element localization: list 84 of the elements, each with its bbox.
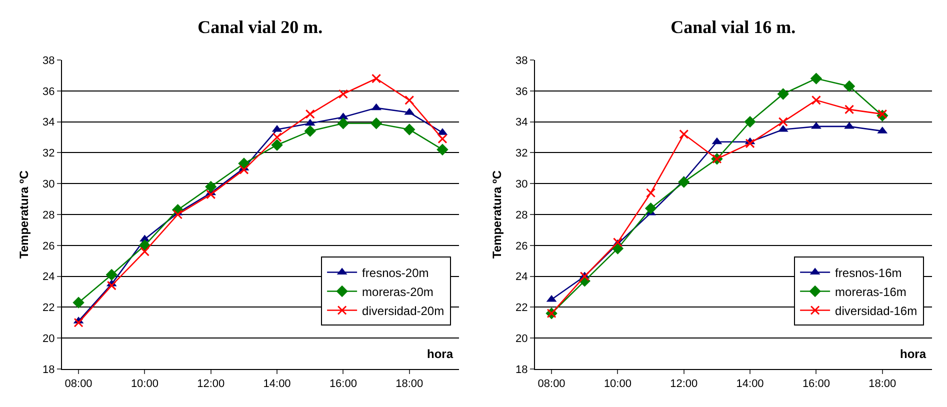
x-tick-label: 10:00 <box>130 378 158 390</box>
point <box>338 89 348 99</box>
y-tick-label: 32 <box>516 148 528 160</box>
point <box>844 122 854 129</box>
y-tick-label: 36 <box>516 86 528 98</box>
chart-title: Canal vial 16 m. <box>670 16 796 37</box>
point <box>371 103 382 110</box>
point <box>404 95 414 105</box>
point <box>678 176 690 188</box>
chart-title: Canal vial 20 m. <box>198 16 323 37</box>
legend-label: diversidad-20m <box>362 304 444 318</box>
point <box>778 117 788 127</box>
y-tick-label: 32 <box>42 148 55 160</box>
point <box>106 268 118 281</box>
legend-label: moreras-16m <box>835 284 906 299</box>
x-tick-label: 14:00 <box>736 378 764 390</box>
x-tick-label: 12:00 <box>197 378 225 390</box>
point <box>271 139 283 151</box>
x-tick-label: 16:00 <box>802 378 830 390</box>
x-tick-label: 08:00 <box>64 378 92 390</box>
x-tick-label: 10:00 <box>604 378 632 390</box>
x-tick-label: 18:00 <box>396 378 424 390</box>
y-axis-title: Temperatura ºC <box>490 170 504 259</box>
point <box>744 116 756 128</box>
y-tick-label: 18 <box>516 364 528 376</box>
y-tick-label: 24 <box>42 271 55 284</box>
legend-label: moreras-20m <box>362 284 434 299</box>
point <box>337 118 350 130</box>
point <box>72 296 84 308</box>
point <box>679 129 689 139</box>
y-tick-label: 22 <box>516 302 528 314</box>
y-tick-label: 28 <box>42 209 55 222</box>
point <box>305 109 315 119</box>
x-tick-label: 14:00 <box>263 378 291 390</box>
y-tick-label: 24 <box>516 271 528 284</box>
y-tick-label: 28 <box>516 209 528 222</box>
y-tick-label: 34 <box>42 116 55 129</box>
x-axis-title: hora <box>427 347 454 361</box>
x-axis-title: hora <box>900 347 926 361</box>
y-tick-label: 30 <box>516 178 528 190</box>
point <box>843 80 856 92</box>
y-tick-label: 26 <box>42 240 55 252</box>
x-tick-label: 12:00 <box>670 378 698 390</box>
point <box>438 134 448 144</box>
point <box>745 138 755 148</box>
point <box>644 202 657 214</box>
point <box>106 280 116 290</box>
point <box>844 104 854 114</box>
point <box>436 144 448 156</box>
y-tick-label: 36 <box>42 86 55 98</box>
point <box>74 318 84 328</box>
y-tick-label: 18 <box>42 364 55 376</box>
y-tick-label: 30 <box>42 178 55 190</box>
point <box>304 125 316 137</box>
y-tick-label: 38 <box>42 54 55 67</box>
point <box>370 118 382 130</box>
point <box>777 88 789 100</box>
y-tick-label: 26 <box>516 240 528 252</box>
x-tick-label: 16:00 <box>329 378 357 390</box>
legend-label: fresnos-20m <box>362 266 429 280</box>
point <box>811 95 821 105</box>
point <box>811 122 822 129</box>
point <box>173 210 183 220</box>
y-axis-title: Temperatura ºC <box>17 170 31 259</box>
point <box>239 164 249 174</box>
y-tick-label: 34 <box>516 116 528 129</box>
point <box>878 109 888 119</box>
point <box>272 132 282 142</box>
y-tick-label: 22 <box>42 302 55 314</box>
x-tick-label: 18:00 <box>868 378 896 390</box>
point <box>580 272 590 282</box>
point <box>372 74 382 84</box>
legend-label: diversidad-16m <box>835 304 918 318</box>
point <box>646 188 656 198</box>
y-tick-label: 20 <box>516 332 528 345</box>
y-tick-label: 38 <box>516 54 528 67</box>
point <box>206 190 216 200</box>
point <box>140 246 150 256</box>
y-tick-label: 20 <box>42 332 55 345</box>
point <box>810 72 822 84</box>
point <box>205 180 217 193</box>
x-tick-label: 08:00 <box>538 378 566 390</box>
legend-label: fresnos-16m <box>835 266 902 280</box>
point <box>404 124 416 136</box>
